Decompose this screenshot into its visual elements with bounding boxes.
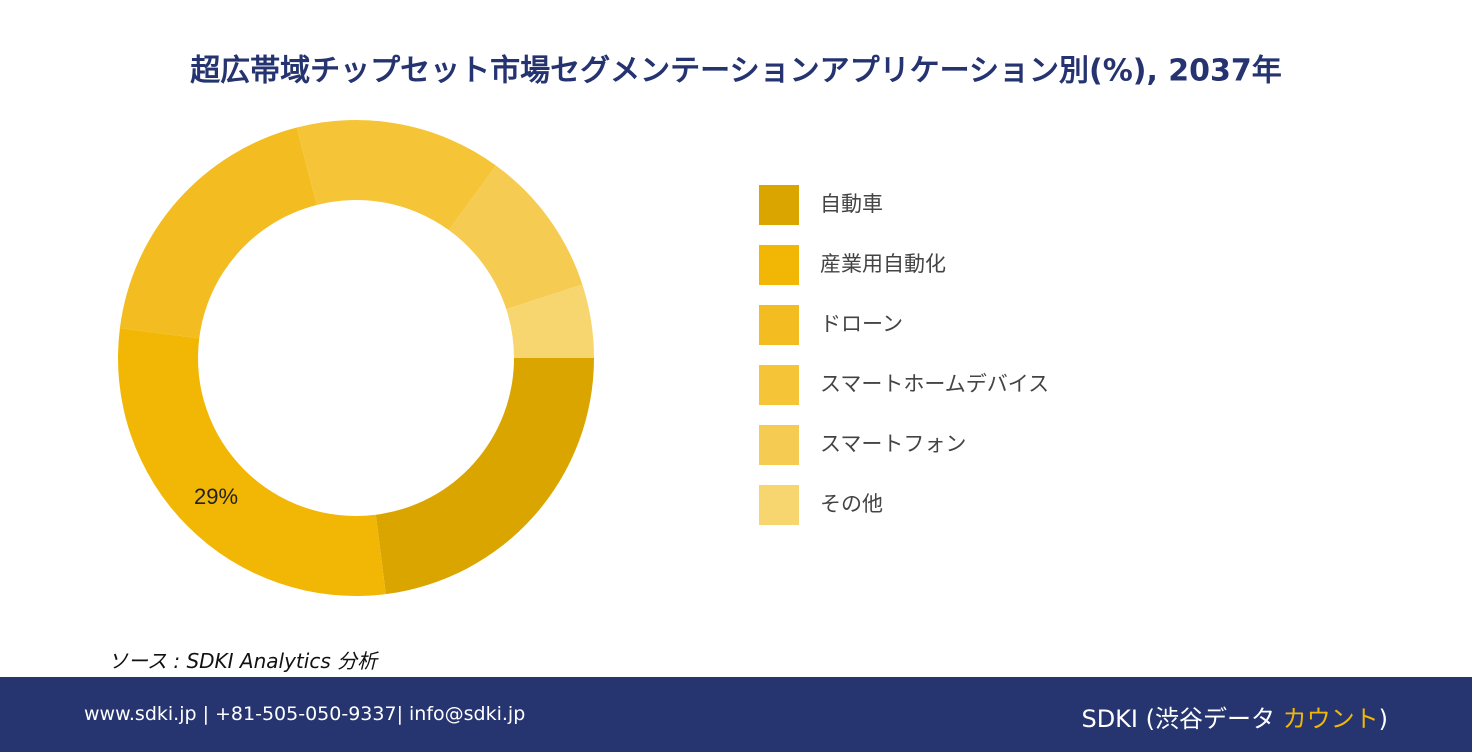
donut-slice <box>296 120 496 231</box>
legend-label: その他 <box>820 492 883 516</box>
legend-label: 産業用自動化 <box>820 252 946 276</box>
brand-accent: カウント <box>1282 705 1379 733</box>
legend-swatch <box>759 185 799 225</box>
legend-label: ドローン <box>820 312 903 336</box>
legend-label: スマートフォン <box>820 432 966 456</box>
legend-swatch <box>759 305 799 345</box>
legend-label: スマートホームデバイス <box>820 372 1049 396</box>
donut-slice <box>448 165 583 310</box>
chart: 超広帯域チップセット市場セグメンテーションアプリケーション別(%), 2037年… <box>117 54 1282 597</box>
value-label: 29% <box>194 484 238 509</box>
brand: SDKI (渋谷データ カウント) <box>1081 699 1388 734</box>
chart-title: 超広帯域チップセット市場セグメンテーションアプリケーション別(%), 2037年 <box>190 54 1282 89</box>
donut-slice <box>117 328 386 597</box>
legend-label: 自動車 <box>820 192 883 216</box>
legend-swatch <box>759 485 799 525</box>
footer: www.sdki.jp | +81-505-050-9337| info@sdk… <box>0 677 1472 752</box>
brand-text: SDKI (渋谷データ <box>1081 705 1283 733</box>
donut-slice <box>506 284 594 358</box>
legend-swatch <box>759 425 799 465</box>
donut-slice <box>375 358 594 595</box>
legend-swatch <box>759 245 799 285</box>
brand-end: ) <box>1378 705 1388 733</box>
donut-slice <box>119 127 317 339</box>
legend-swatch <box>759 365 799 405</box>
contact: www.sdki.jp | +81-505-050-9337| info@sdk… <box>84 703 526 725</box>
source: ソース : SDKI Analytics 分析 <box>108 649 378 673</box>
